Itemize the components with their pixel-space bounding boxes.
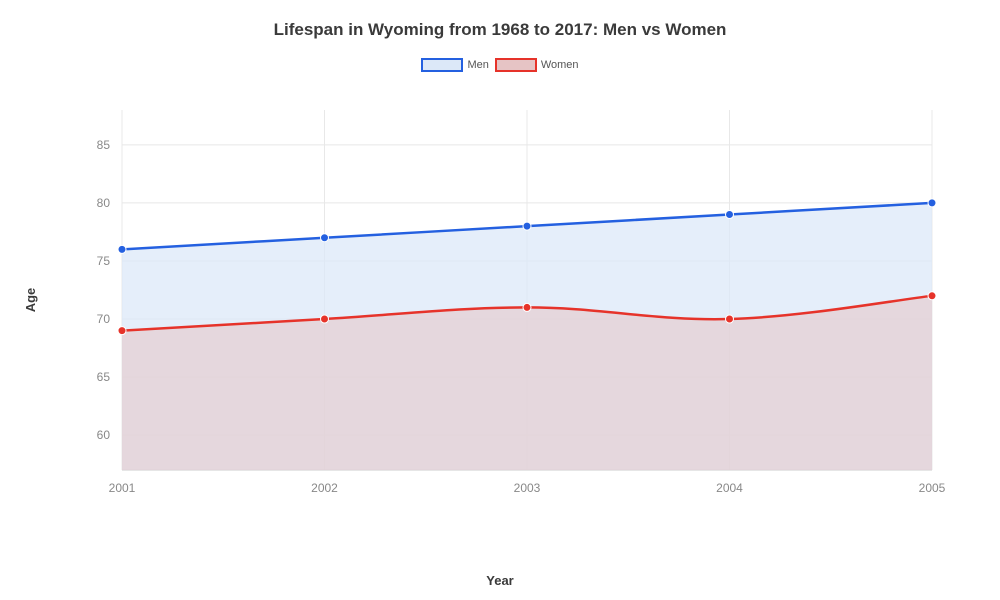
svg-text:2004: 2004 (716, 481, 743, 495)
marker-women-2[interactable] (523, 303, 531, 311)
marker-men-0[interactable] (118, 245, 126, 253)
svg-text:60: 60 (97, 428, 111, 442)
svg-text:80: 80 (97, 196, 111, 210)
svg-text:2002: 2002 (311, 481, 338, 495)
chart-container: Lifespan in Wyoming from 1968 to 2017: M… (0, 0, 1000, 600)
marker-men-1[interactable] (321, 234, 329, 242)
svg-text:65: 65 (97, 370, 111, 384)
svg-text:2003: 2003 (514, 481, 541, 495)
legend-label-women: Women (541, 59, 579, 71)
legend-item-men[interactable]: Men (421, 58, 488, 72)
chart-svg: 60 65 70 75 80 85 2001 2002 2003 2004 2005 (72, 100, 952, 520)
legend: Men Women (0, 58, 1000, 72)
marker-women-0[interactable] (118, 327, 126, 335)
marker-men-2[interactable] (523, 222, 531, 230)
marker-men-4[interactable] (928, 199, 936, 207)
x-axis-title: Year (486, 573, 513, 588)
svg-text:85: 85 (97, 138, 111, 152)
marker-women-3[interactable] (726, 315, 734, 323)
marker-men-3[interactable] (726, 211, 734, 219)
svg-text:2005: 2005 (919, 481, 946, 495)
y-axis-title: Age (23, 288, 38, 313)
chart-title: Lifespan in Wyoming from 1968 to 2017: M… (0, 0, 1000, 40)
plot-area: 60 65 70 75 80 85 2001 2002 2003 2004 2005 (72, 100, 952, 520)
marker-women-4[interactable] (928, 292, 936, 300)
svg-text:75: 75 (97, 254, 111, 268)
legend-label-men: Men (467, 59, 488, 71)
svg-text:70: 70 (97, 312, 111, 326)
legend-swatch-women (495, 58, 537, 72)
legend-swatch-men (421, 58, 463, 72)
marker-women-1[interactable] (321, 315, 329, 323)
legend-item-women[interactable]: Women (495, 58, 579, 72)
svg-text:2001: 2001 (109, 481, 136, 495)
